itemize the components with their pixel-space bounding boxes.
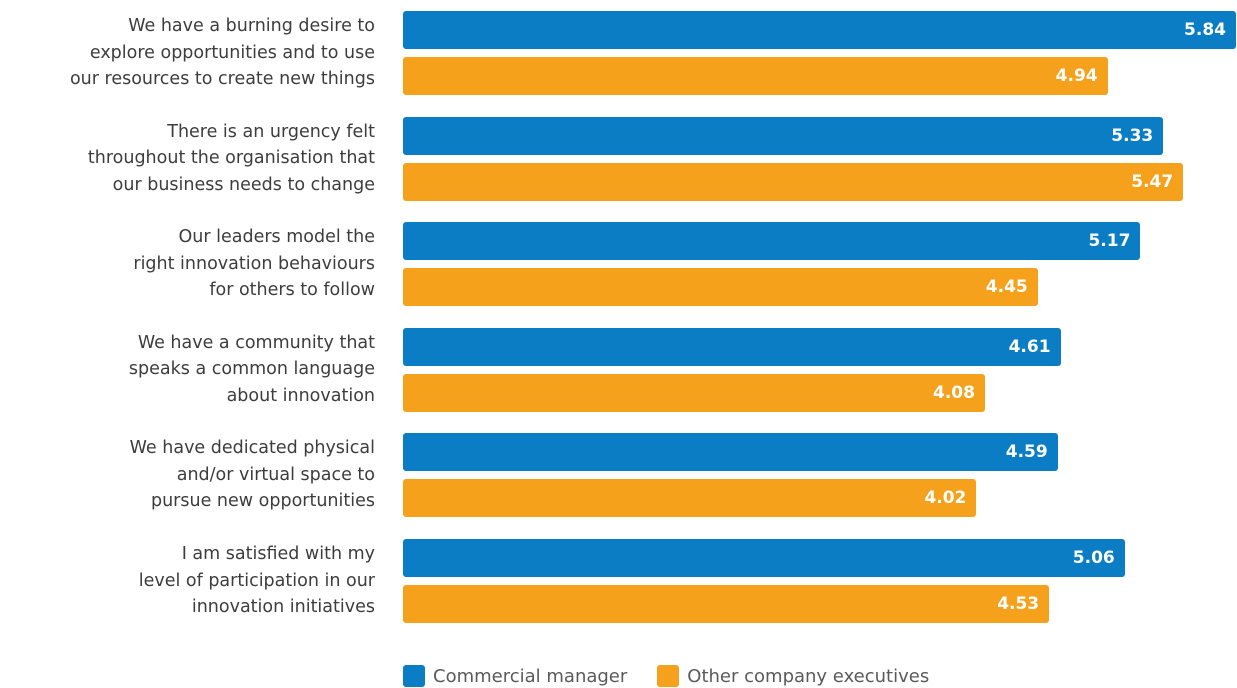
data-label: 4.53 <box>997 594 1040 614</box>
category-label-line: explore opportunities and to use <box>89 42 375 63</box>
bar-commercial-manager: 4.61 <box>403 327 1061 366</box>
data-label: 5.06 <box>1072 548 1115 568</box>
bar-commercial-manager: 4.59 <box>403 433 1058 472</box>
bar-other-company-executives: 4.02 <box>403 479 977 518</box>
category-label: We have a community that speaks a common … <box>0 330 375 410</box>
category-label-line: level of participation in our <box>138 570 375 591</box>
bar-other-company-executives: 4.53 <box>403 585 1050 623</box>
bar-commercial-manager: 5.33 <box>403 116 1164 155</box>
data-label: 4.61 <box>1008 336 1051 357</box>
category-label-line: I am satisfied with my <box>181 544 375 564</box>
category-label-line: throughout the organisation that <box>87 148 375 169</box>
data-label: 4.08 <box>933 382 975 403</box>
bar-other-company-executives: 4.08 <box>403 373 985 412</box>
data-label: 4.45 <box>985 277 1028 298</box>
data-label: 5.33 <box>1111 125 1154 146</box>
category-label-line: There is an urgency felt <box>167 121 375 142</box>
category-label-line: innovation initiatives <box>191 597 375 617</box>
category-label-line: right innovation behaviours <box>133 253 375 274</box>
legend-label-commercial-manager: Commercial manager <box>433 665 628 687</box>
category-label-line: We have a community that <box>137 332 375 353</box>
category-label: We have dedicated physical and/or virtual… <box>0 435 375 515</box>
category-label-line: Our leaders model the <box>178 227 376 248</box>
category-label-line: speaks a common language <box>128 359 375 380</box>
bar-other-company-executives: 4.94 <box>403 57 1108 95</box>
legend-swatch-commercial-manager <box>403 665 425 687</box>
category-label-line: about innovation <box>226 385 375 406</box>
data-label: 5.84 <box>1184 20 1226 40</box>
category-label-line: We have dedicated physical <box>129 438 375 459</box>
category-label-line: We have a burning desire to <box>128 16 375 36</box>
legend-item-other-company-executives: Other company executives <box>657 665 929 687</box>
legend-swatch-other-company-executives <box>657 665 680 687</box>
bar-other-company-executives: 4.45 <box>403 268 1038 307</box>
bar-commercial-manager: 5.06 <box>403 539 1125 577</box>
bar-other-company-executives: 5.47 <box>403 162 1184 201</box>
category-label: Our leaders model the right innovation be… <box>0 224 375 304</box>
data-label: 4.59 <box>1005 442 1048 463</box>
category-label: There is an urgency felt throughout the o… <box>0 119 375 199</box>
data-label: 5.17 <box>1088 231 1131 252</box>
bar-commercial-manager: 5.84 <box>403 11 1236 49</box>
category-label-line: our business needs to change <box>112 174 375 195</box>
legend-label-other-company-executives: Other company executives <box>687 665 930 687</box>
chart-legend: Commercial manager Other company executi… <box>403 664 959 688</box>
bar-commercial-manager: 5.17 <box>403 222 1141 261</box>
data-label: 4.94 <box>1055 66 1098 86</box>
category-label-line: our resources to create new things <box>69 69 375 89</box>
category-label: I am satisfied with my level of participa… <box>0 541 375 621</box>
category-label-line: for others to follow <box>209 280 375 301</box>
data-label: 5.47 <box>1131 171 1174 192</box>
category-label-line: and/or virtual space to <box>176 464 375 485</box>
category-label-line: pursue new opportunities <box>150 491 375 512</box>
category-label: We have a burning desire to explore oppor… <box>0 13 375 93</box>
data-label: 4.02 <box>924 488 967 509</box>
legend-item-commercial-manager: Commercial manager <box>403 665 627 687</box>
